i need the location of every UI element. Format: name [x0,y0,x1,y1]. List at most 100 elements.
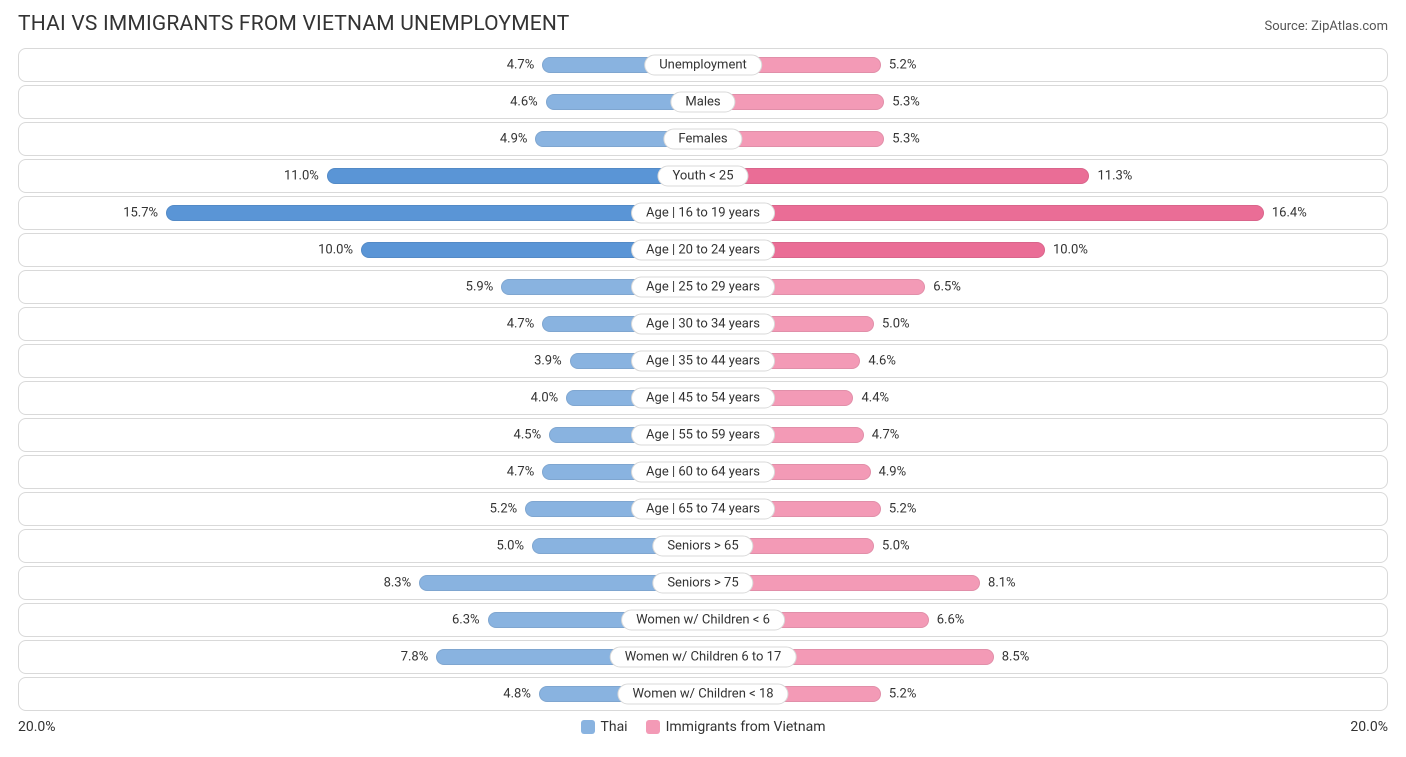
chart-source: Source: ZipAtlas.com [1264,19,1388,34]
row-right-half: 5.0% [703,308,1387,340]
bar-vietnam [703,205,1264,221]
axis-right-max: 20.0% [1350,719,1388,735]
row-left-half: 8.3% [19,567,703,599]
row-left-half: 5.0% [19,530,703,562]
value-label-right: 4.6% [868,354,896,369]
legend-item: Thai [581,719,628,735]
row-category-label: Age | 45 to 54 years [631,388,775,409]
chart-header: THAI VS IMMIGRANTS FROM VIETNAM UNEMPLOY… [18,12,1388,36]
chart-row: 10.0% 10.0% Age | 20 to 24 years [18,233,1388,267]
row-category-label: Unemployment [644,55,762,76]
row-left-half: 4.7% [19,49,703,81]
value-label-right: 4.9% [879,465,907,480]
chart-row: 8.3% 8.1%Seniors > 75 [18,566,1388,600]
chart-row: 3.9% 4.6% Age | 35 to 44 years [18,344,1388,378]
row-left-half: 5.2% [19,493,703,525]
row-left-half: 15.7% [19,197,703,229]
value-label-left: 4.7% [507,317,535,332]
row-category-label: Age | 16 to 19 years [631,203,775,224]
row-left-half: 10.0% [19,234,703,266]
value-label-right: 5.2% [889,687,917,702]
row-category-label: Women w/ Children < 6 [621,610,785,631]
row-right-half: 5.2% [703,493,1387,525]
row-category-label: Seniors > 65 [652,536,753,557]
legend-label: Immigrants from Vietnam [666,719,826,735]
axis-row: 20.0% Thai Immigrants from Vietnam 20.0% [18,719,1388,735]
row-left-half: 4.8% [19,678,703,710]
chart-row: 4.9% 5.3%Females [18,122,1388,156]
value-label-left: 8.3% [384,576,412,591]
value-label-right: 6.6% [937,613,965,628]
value-label-right: 4.7% [872,428,900,443]
row-category-label: Age | 55 to 59 years [631,425,775,446]
row-right-half: 4.4% [703,382,1387,414]
row-left-half: 3.9% [19,345,703,377]
value-label-left: 3.9% [534,354,562,369]
chart-row: 15.7% 16.4% Age | 16 to 19 years [18,196,1388,230]
value-label-right: 8.5% [1002,650,1030,665]
row-right-half: 5.3% [703,123,1387,155]
row-right-half: 8.5% [703,641,1387,673]
chart-row: 6.3% 6.6% Women w/ Children < 6 [18,603,1388,637]
value-label-left: 5.9% [466,280,494,295]
row-left-half: 4.7% [19,456,703,488]
row-category-label: Age | 60 to 64 years [631,462,775,483]
axis-left-max: 20.0% [18,719,56,735]
row-category-label: Females [663,129,742,150]
legend-swatch [646,720,660,734]
value-label-right: 5.0% [882,317,910,332]
row-right-half: 5.2% [703,678,1387,710]
value-label-left: 4.6% [510,95,538,110]
row-category-label: Age | 20 to 24 years [631,240,775,261]
legend-swatch [581,720,595,734]
value-label-left: 4.8% [503,687,531,702]
chart-row: 5.9%6.5%Age | 25 to 29 years [18,270,1388,304]
chart-row: 4.5% 4.7% Age | 55 to 59 years [18,418,1388,452]
bar-vietnam [703,168,1089,184]
row-left-half: 5.9% [19,271,703,303]
row-right-half: 6.6% [703,604,1387,636]
chart-row: 5.2%5.2%Age | 65 to 74 years [18,492,1388,526]
value-label-right: 16.4% [1272,206,1307,221]
chart-row: 4.7% 4.9% Age | 60 to 64 years [18,455,1388,489]
row-category-label: Age | 30 to 34 years [631,314,775,335]
row-left-half: 4.0% [19,382,703,414]
row-right-half: 5.0% [703,530,1387,562]
row-left-half: 4.7% [19,308,703,340]
value-label-left: 5.0% [496,539,524,554]
row-category-label: Seniors > 75 [652,573,753,594]
row-right-half: 4.9% [703,456,1387,488]
row-category-label: Women w/ Children 6 to 17 [610,647,797,668]
row-right-half: 5.2% [703,49,1387,81]
row-left-half: 4.9% [19,123,703,155]
row-category-label: Age | 35 to 44 years [631,351,775,372]
value-label-right: 5.3% [892,95,920,110]
chart-title: THAI VS IMMIGRANTS FROM VIETNAM UNEMPLOY… [18,12,570,36]
value-label-left: 4.7% [507,58,535,73]
value-label-left: 10.0% [318,243,353,258]
bar-thai [166,205,703,221]
row-category-label: Women w/ Children < 18 [617,684,788,705]
chart-row: 4.6%5.3%Males [18,85,1388,119]
value-label-right: 10.0% [1053,243,1088,258]
diverging-bar-chart: 4.7%5.2%Unemployment4.6%5.3%Males4.9%5.3… [18,48,1388,711]
value-label-left: 4.5% [514,428,542,443]
value-label-right: 5.0% [882,539,910,554]
value-label-right: 5.2% [889,58,917,73]
value-label-right: 6.5% [933,280,961,295]
bar-thai [327,168,703,184]
row-right-half: 8.1% [703,567,1387,599]
row-right-half: 4.6% [703,345,1387,377]
row-left-half: 4.6% [19,86,703,118]
chart-row: 11.0%11.3%Youth < 25 [18,159,1388,193]
value-label-left: 4.9% [500,132,528,147]
row-right-half: 11.3% [703,160,1387,192]
value-label-left: 6.3% [452,613,480,628]
chart-row: 4.7% 5.2% Unemployment [18,48,1388,82]
value-label-right: 5.2% [889,502,917,517]
value-label-left: 4.7% [507,465,535,480]
value-label-right: 11.3% [1097,169,1132,184]
value-label-left: 7.8% [401,650,429,665]
row-right-half: 5.3% [703,86,1387,118]
legend-item: Immigrants from Vietnam [646,719,826,735]
